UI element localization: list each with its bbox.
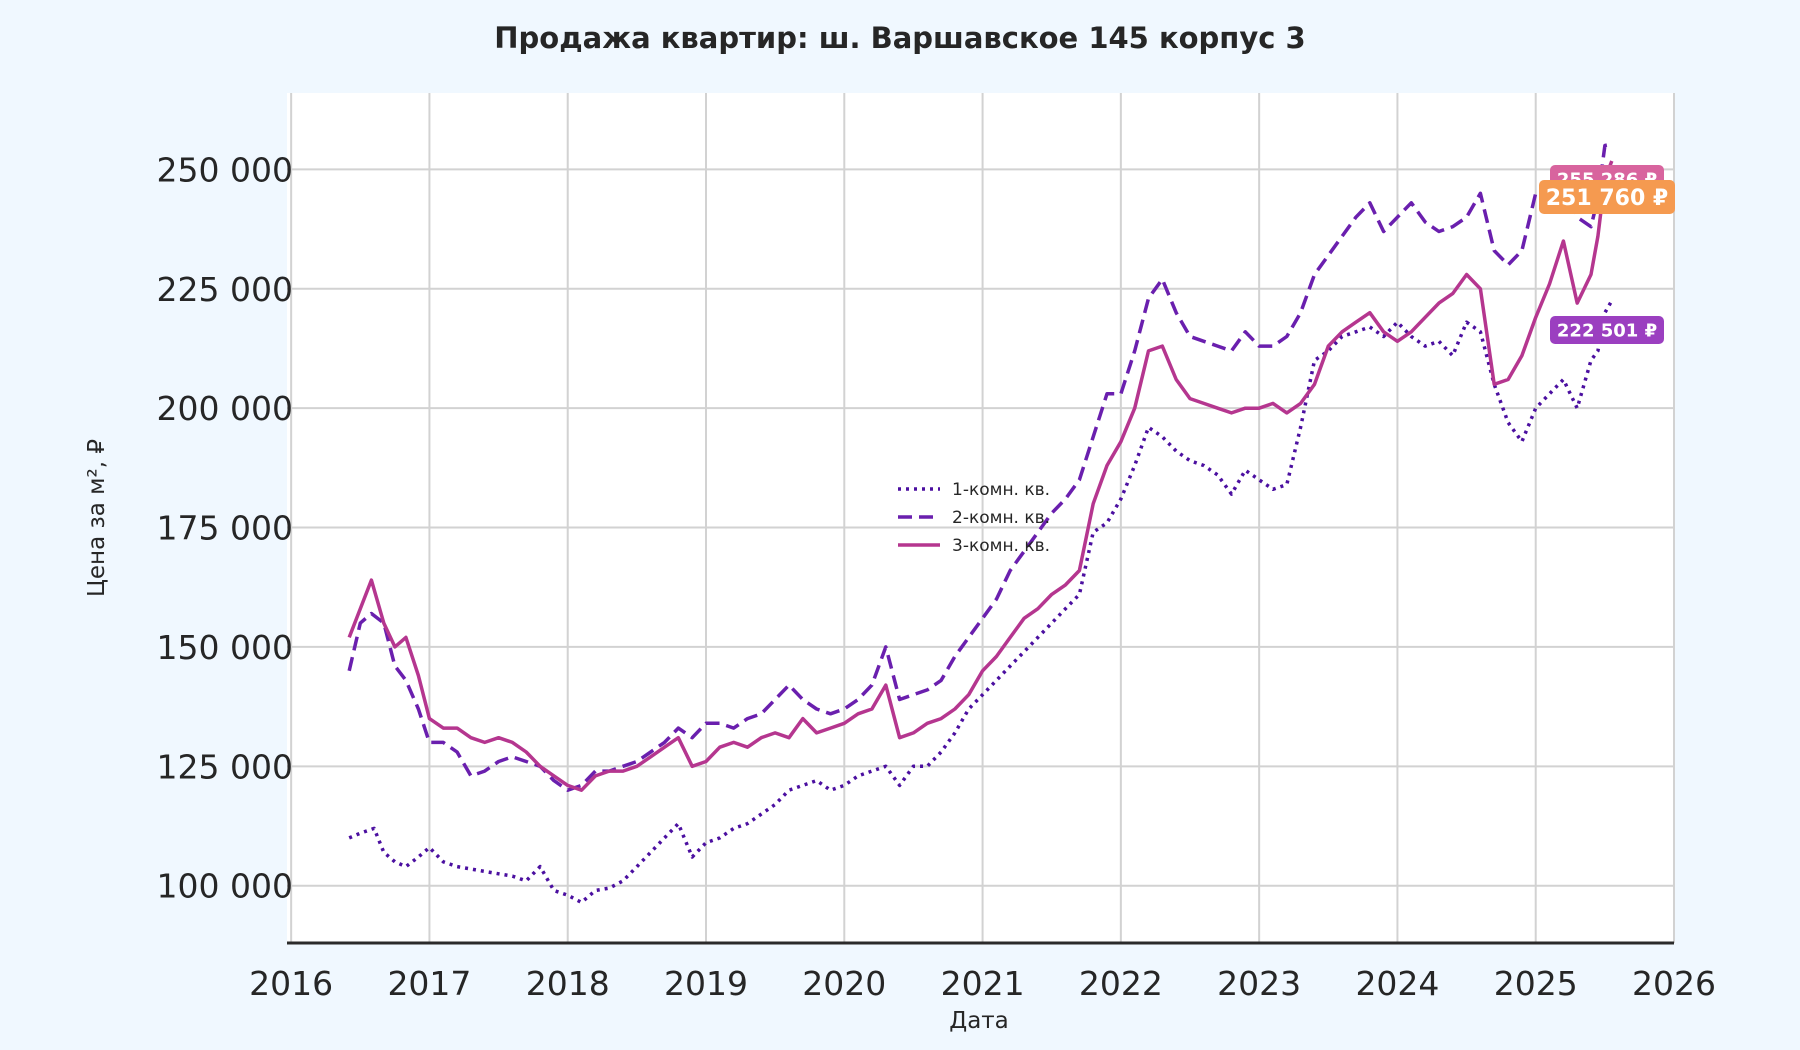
series-line-1 (348, 299, 1614, 905)
end-label-text: 222 501 ₽ (1557, 320, 1657, 341)
legend-label: 2-комн. кв. (952, 508, 1050, 528)
x-tick-label: 2021 (941, 964, 1025, 1003)
legend-label: 1-комн. кв. (952, 480, 1050, 500)
legend-label: 3-комн. кв. (952, 536, 1050, 556)
y-tick-label: 100 000 (157, 867, 293, 906)
x-tick-label: 2026 (1632, 964, 1716, 1003)
x-tick-label: 2023 (1217, 964, 1301, 1003)
end-label-text: 251 760 ₽ (1546, 186, 1668, 211)
y-tick-label: 225 000 (157, 270, 293, 309)
x-tick-labels: 2016 2017 2018 2019 2020 2021 2022 2023 2024 2025… (249, 964, 1716, 1003)
series-layer (347, 142, 1614, 905)
x-tick-label: 2019 (664, 964, 748, 1003)
end-label-badge (1539, 180, 1675, 214)
grid (287, 93, 1675, 943)
end-label-badge (1550, 316, 1664, 344)
x-axis-label: Дата (949, 1008, 1009, 1034)
y-tick-label: 200 000 (157, 389, 293, 428)
x-tick-label: 2020 (802, 964, 886, 1003)
x-tick-label: 2018 (526, 964, 610, 1003)
end-labels: 255 286 ₽251 760 ₽222 501 ₽ (1539, 165, 1675, 344)
y-tick-label: 125 000 (157, 747, 293, 786)
x-tick-label: 2025 (1494, 964, 1578, 1003)
legend: 1-комн. кв. 2-комн. кв. 3-комн. кв. (898, 480, 1050, 556)
y-tick-label: 250 000 (157, 150, 293, 189)
x-tick-label: 2017 (387, 964, 471, 1003)
y-tick-labels: 100 000 125 000 150 000 175 000 200 000 225 0… (157, 150, 293, 905)
x-tick-label: 2022 (1079, 964, 1163, 1003)
y-tick-label: 175 000 (157, 509, 293, 548)
y-axis-label: Цена за м², ₽ (84, 439, 110, 597)
y-tick-label: 150 000 (157, 628, 293, 667)
chart-title: Продажа квартир: ш. Варшавское 145 корпу… (494, 21, 1305, 55)
x-tick-label: 2024 (1355, 964, 1439, 1003)
x-tick-label: 2016 (249, 964, 333, 1003)
series-line-3 (347, 160, 1614, 792)
plot-area (287, 93, 1674, 943)
